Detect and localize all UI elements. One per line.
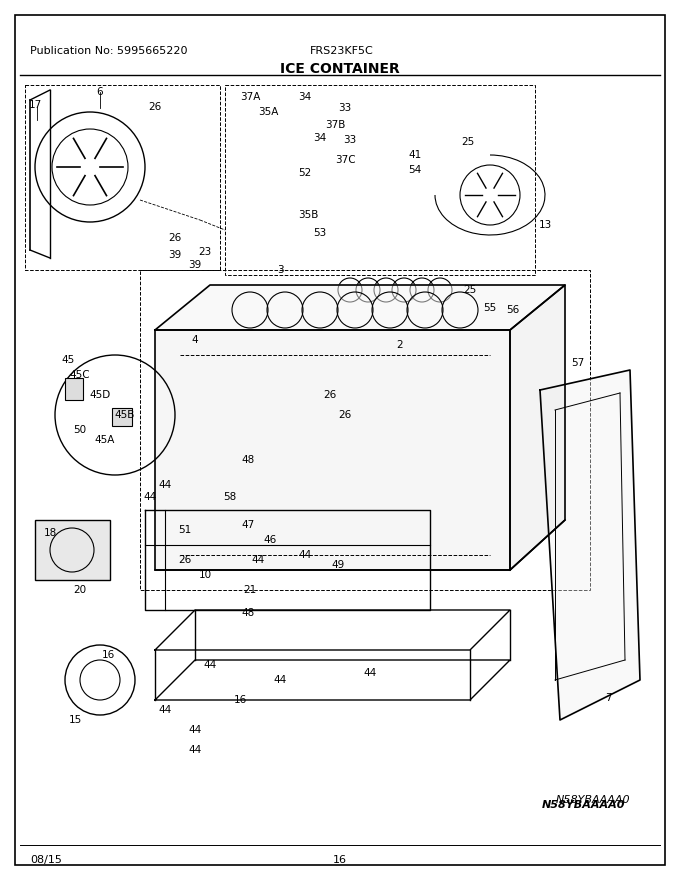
Text: 55: 55 [483, 303, 496, 313]
Text: 16: 16 [101, 650, 115, 660]
Bar [35, 520, 110, 580]
Polygon shape [540, 370, 640, 720]
Text: 50: 50 [73, 425, 86, 435]
Text: 26: 26 [339, 410, 352, 420]
Text: 45B: 45B [115, 410, 135, 420]
Text: 33: 33 [343, 135, 356, 145]
Text: 26: 26 [148, 102, 162, 112]
Text: 44: 44 [143, 492, 156, 502]
Text: FRS23KF5C: FRS23KF5C [310, 46, 374, 56]
Text: 49: 49 [331, 560, 345, 570]
Text: 3: 3 [277, 265, 284, 275]
Text: N58YBAAAA0: N58YBAAAA0 [556, 795, 630, 805]
Text: 39: 39 [169, 250, 182, 260]
Text: 41: 41 [409, 150, 422, 160]
Text: 44: 44 [273, 675, 287, 685]
Text: 35B: 35B [298, 210, 318, 220]
Text: N58YBAAAA0: N58YBAAAA0 [541, 800, 625, 810]
Text: 35A: 35A [258, 107, 278, 117]
Text: 6: 6 [97, 87, 103, 97]
Text: 57: 57 [571, 358, 585, 368]
Text: 47: 47 [241, 520, 254, 530]
Text: 44: 44 [188, 725, 202, 735]
Text: 45: 45 [61, 355, 75, 365]
Text: 46: 46 [263, 535, 277, 545]
Text: 44: 44 [299, 550, 311, 560]
Polygon shape [510, 285, 565, 570]
Text: 16: 16 [233, 695, 247, 705]
Text: Publication No: 5995665220: Publication No: 5995665220 [30, 46, 188, 56]
Text: 44: 44 [252, 555, 265, 565]
Text: 37A: 37A [240, 92, 260, 102]
Text: 16: 16 [333, 855, 347, 865]
Text: 51: 51 [178, 525, 192, 535]
Text: 39: 39 [188, 260, 202, 270]
Text: 58: 58 [223, 492, 237, 502]
Text: 44: 44 [363, 668, 377, 678]
Text: 37C: 37C [335, 155, 356, 165]
Text: 44: 44 [203, 660, 217, 670]
Text: 08/15: 08/15 [30, 855, 62, 865]
Text: 53: 53 [313, 228, 326, 238]
Text: 25: 25 [463, 285, 477, 295]
Text: 13: 13 [539, 220, 551, 230]
Text: 48: 48 [241, 608, 254, 618]
Polygon shape [155, 330, 510, 570]
Text: 45D: 45D [89, 390, 111, 400]
Bar [140, 270, 590, 590]
Bar [225, 85, 535, 275]
Text: 44: 44 [158, 705, 171, 715]
Text: ICE CONTAINER: ICE CONTAINER [280, 62, 400, 76]
Text: 52: 52 [299, 168, 311, 178]
Text: 48: 48 [241, 455, 254, 465]
Text: 15: 15 [69, 715, 82, 725]
Text: 4: 4 [192, 335, 199, 345]
Polygon shape [155, 285, 565, 330]
Text: 34: 34 [313, 133, 326, 143]
Text: 23: 23 [199, 247, 211, 257]
Bar [65, 378, 83, 400]
Text: 54: 54 [409, 165, 422, 175]
Text: 26: 26 [178, 555, 192, 565]
Text: 26: 26 [169, 233, 182, 243]
Bar [25, 85, 220, 270]
Text: 45A: 45A [95, 435, 115, 445]
Text: 25: 25 [461, 137, 475, 147]
Bar [112, 408, 132, 426]
Text: 20: 20 [73, 585, 86, 595]
Text: 56: 56 [507, 305, 520, 315]
Text: 45C: 45C [69, 370, 90, 380]
Text: 17: 17 [29, 100, 41, 110]
Text: 2: 2 [396, 340, 403, 350]
Text: 10: 10 [199, 570, 211, 580]
Text: 37B: 37B [325, 120, 345, 130]
Text: 21: 21 [243, 585, 256, 595]
Text: 44: 44 [158, 480, 171, 490]
Text: 44: 44 [188, 745, 202, 755]
Text: 33: 33 [339, 103, 352, 113]
Text: 7: 7 [605, 693, 611, 703]
Text: 26: 26 [324, 390, 337, 400]
Text: 18: 18 [44, 528, 56, 538]
Text: 34: 34 [299, 92, 311, 102]
